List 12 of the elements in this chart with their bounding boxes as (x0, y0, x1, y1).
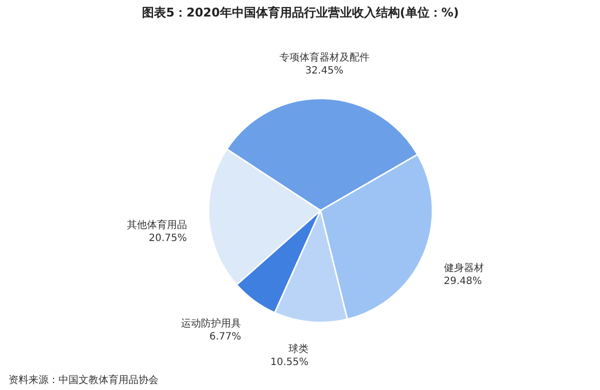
data-label: 20.75% (148, 233, 187, 244)
slice-label: 球类 (288, 342, 308, 355)
slice-label: 专项体育器材及配件 (279, 52, 370, 64)
slice-label: 运动防护用具 (181, 317, 242, 330)
data-label: 6.77% (209, 331, 242, 342)
chart-title: 图表5：2020年中国体育用品行业营业收入结构(单位：%) (142, 6, 459, 20)
text: 资料来源：中国文教体育用品协会 (8, 374, 158, 386)
slice-label: 其他体育用品 (126, 219, 187, 232)
data-label: 32.45% (305, 66, 344, 77)
slice-label: 健身器材 (444, 262, 484, 274)
data-label: 29.48% (444, 276, 482, 288)
data-label: 10.55% (270, 356, 309, 368)
